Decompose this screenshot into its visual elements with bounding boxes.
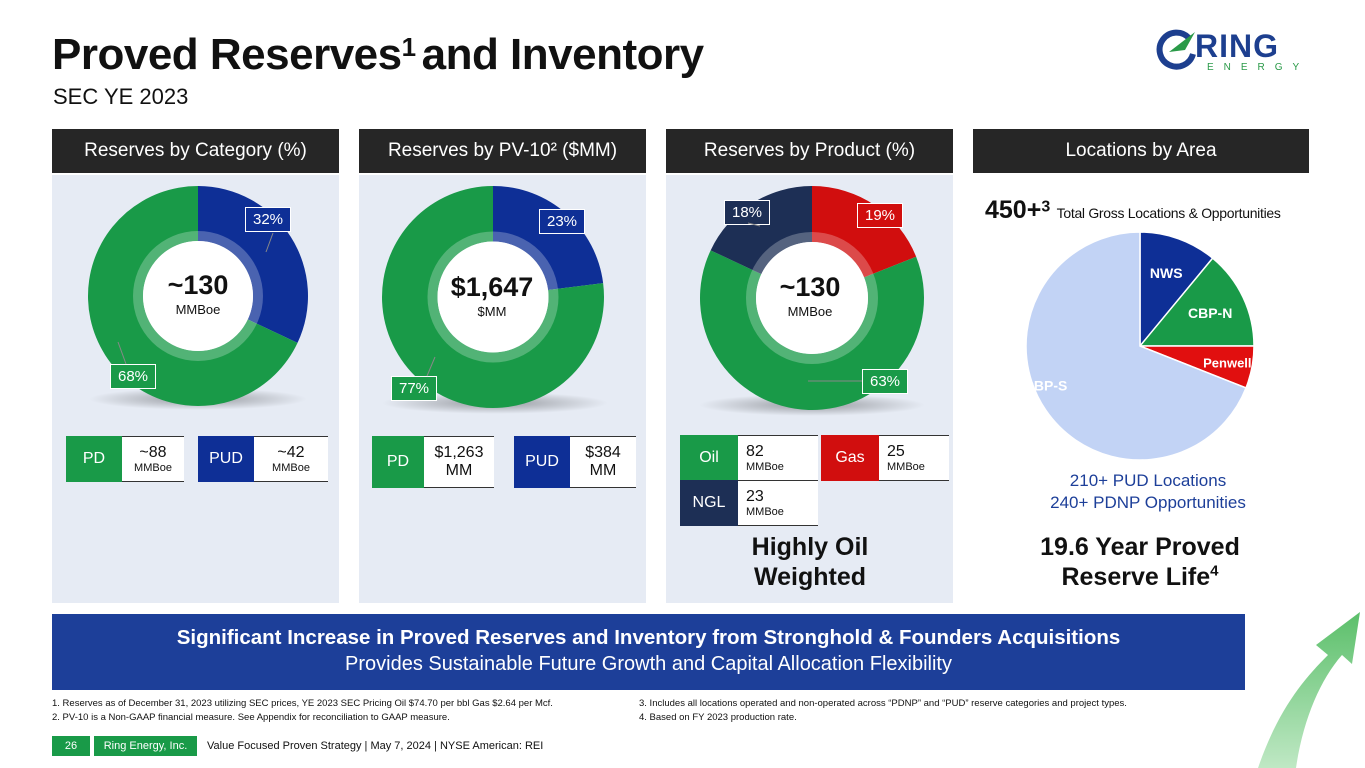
legend-product-gas: Gas 25 MMBoe — [821, 435, 949, 481]
product-note: Highly Oil Weighted — [751, 533, 869, 591]
footnotes-left: 1. Reserves as of December 31, 2023 util… — [52, 698, 553, 723]
legend-category-pd: PD ~88 MMBoe — [66, 436, 184, 482]
pie-label-cbp-s: CBP-S — [1024, 378, 1067, 394]
legend-swatch-pd: PD — [66, 436, 122, 482]
summary-banner: Significant Increase in Proved Reserves … — [52, 614, 1245, 690]
product-ngl-data-label: 18% — [724, 200, 771, 225]
pie-label-penwell: Penwell — [1203, 356, 1251, 371]
legend-pv10-pd: PD $1,263 MM — [372, 436, 494, 488]
total-locations-value: 450+ — [985, 196, 1042, 224]
pie-slice-pud — [493, 186, 604, 291]
chart-reserves-by-pv10 — [382, 186, 604, 408]
donut-hole — [143, 241, 253, 351]
legend-value-ngl: 23 MMBoe — [738, 480, 818, 526]
product-oil-data-label: 63% — [862, 369, 909, 394]
reserve-life: 19.6 Year Proved Reserve Life4 — [1040, 533, 1240, 591]
logo-ring-text: RING — [1195, 28, 1279, 64]
pv10-pud-data-label: 23% — [539, 209, 586, 234]
pie-slice-cbp-s — [1025, 231, 1247, 461]
legend-value-pd: ~88 MMBoe — [122, 436, 184, 482]
page-number: 26 — [52, 736, 90, 756]
banner-subline: Provides Sustainable Future Growth and C… — [345, 653, 952, 675]
banner-headline: Significant Increase in Proved Reserves … — [176, 626, 1121, 649]
ring-logo-icon — [1156, 29, 1196, 70]
locations-breakdown: 210+ PUD Locations 240+ PDNP Opportuniti… — [1050, 471, 1246, 513]
header-locations-by-area: Locations by Area — [973, 129, 1309, 173]
product-center-unit: MMBoe — [787, 304, 833, 319]
legend-swatch-pud: PUD — [514, 436, 570, 488]
page-title: Proved Reserves1 and Inventory — [52, 30, 704, 79]
legend-value-gas: 25 MMBoe — [879, 435, 949, 481]
legend-swatch-ngl: NGL — [680, 480, 738, 526]
header-reserves-by-pv10: Reserves by PV-10² ($MM) — [359, 129, 646, 173]
growth-arrow-icon — [1258, 612, 1360, 768]
total-locations-label: Total Gross Locations & Opportunities — [1056, 205, 1281, 221]
page-subtitle: SEC YE 2023 — [53, 84, 189, 109]
legend-value-pud: ~42 MMBoe — [254, 436, 328, 482]
category-center-unit: MMBoe — [175, 302, 221, 317]
footnotes-right: 3. Includes all locations operated and n… — [639, 698, 1127, 723]
legend-category-pud: PUD ~42 MMBoe — [198, 436, 328, 482]
legend-swatch-gas: Gas — [821, 435, 879, 481]
pv10-center-unit: $MM — [477, 304, 507, 319]
pie-slice-cbp-n — [1138, 257, 1255, 347]
donut-hole — [756, 242, 868, 354]
title-footnote: 1 — [401, 32, 416, 62]
legend-product-ngl: NGL 23 MMBoe — [680, 480, 818, 526]
legend-swatch-pud: PUD — [198, 436, 254, 482]
legend-value-oil: 82 MMBoe — [738, 435, 818, 481]
chart-locations-by-area: NWS CBP-N Penwell CBP-S — [1024, 231, 1255, 461]
product-center-value: ~130 — [779, 272, 841, 302]
legend-value-pd: $1,263 MM — [424, 436, 494, 488]
footer-text: Value Focused Proven Strategy | May 7, 2… — [207, 740, 544, 752]
category-pud-data-label: 32% — [245, 207, 292, 232]
legend-swatch-oil: Oil — [680, 435, 738, 481]
legend-product-oil: Oil 82 MMBoe — [680, 435, 818, 481]
total-locations: 450+3 Total Gross Locations & Opportunit… — [985, 196, 1281, 224]
logo-energy-text: ENERGY — [1207, 62, 1310, 73]
pie-label-cbp-n: CBP-N — [1188, 305, 1232, 321]
pie-slice-pd — [382, 186, 604, 408]
company-logo: RING ENERGY — [1155, 28, 1315, 76]
footer-company: Ring Energy, Inc. — [94, 736, 197, 756]
legend-value-pud: $384 MM — [570, 436, 636, 488]
legend-pv10-pud: PUD $384 MM — [514, 436, 636, 488]
legend-swatch-pd: PD — [372, 436, 424, 488]
pie-slice-pd — [87, 186, 298, 406]
pv10-pd-data-label: 77% — [391, 376, 438, 401]
pie-slice-ngl — [710, 186, 812, 275]
pv10-center-value: $1,647 — [450, 272, 534, 302]
product-gas-data-label: 19% — [857, 203, 904, 228]
pie-label-nws: NWS — [1150, 265, 1183, 281]
pie-slice-nws — [1139, 231, 1214, 349]
category-center-value: ~130 — [167, 270, 229, 300]
pie-slice-gas — [812, 186, 917, 278]
donut-hole — [437, 241, 549, 353]
header-reserves-by-category: Reserves by Category (%) — [52, 129, 339, 173]
category-pd-data-label: 68% — [110, 364, 157, 389]
header-reserves-by-product: Reserves by Product (%) — [666, 129, 953, 173]
